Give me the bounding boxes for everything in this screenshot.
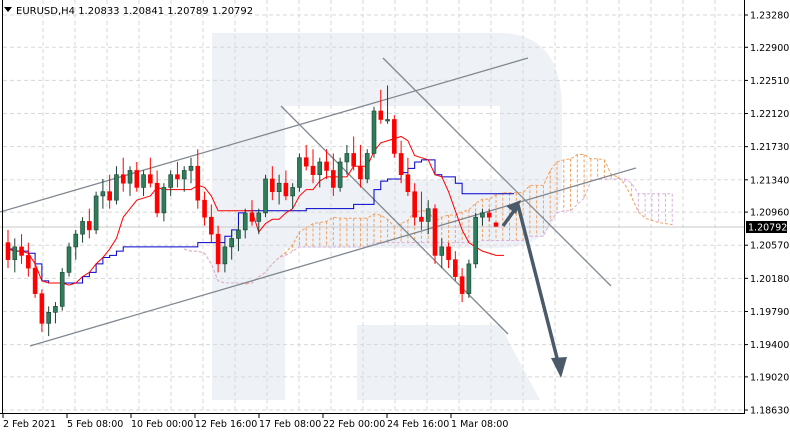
down-arrow-head — [551, 357, 567, 378]
time-tick-label: 24 Feb 16:00 — [387, 419, 449, 430]
price-tick-label: 1.22510 — [750, 76, 789, 87]
current-price-badge: 1.20792 — [746, 221, 787, 234]
price-tick-label: 1.20960 — [750, 208, 789, 219]
time-tick-label: 2 Feb 2021 — [3, 419, 56, 430]
grid-lines — [3, 0, 744, 413]
price-tick-label: 1.23280 — [750, 11, 789, 22]
price-tick-label: 1.19020 — [750, 372, 789, 383]
time-tick-label: 1 Mar 08:00 — [451, 419, 508, 430]
price-axis[interactable]: 1.23280 1.22900 1.22510 1.22120 1.21730 1.213… — [744, 11, 789, 417]
price-tick-label: 1.22120 — [750, 109, 789, 120]
trend-channels[interactable] — [0, 57, 637, 347]
svg-text:1.20792: 1.20792 — [748, 223, 787, 234]
price-tick-label: 1.21730 — [750, 142, 789, 153]
candlesticks — [5, 85, 499, 337]
chart-header[interactable]: EURUSD,H4 1.20833 1.20841 1.20789 1.2079… — [4, 6, 253, 17]
ascending-channel-lower — [29, 167, 637, 347]
time-tick-label: 10 Feb 00:00 — [131, 419, 193, 430]
down-arrow-shaft — [516, 204, 560, 363]
tenkan-sen-line — [7, 135, 504, 286]
descending-channel-upper — [382, 57, 612, 287]
symbol-ohlc-label: EURUSD,H4 1.20833 1.20841 1.20789 1.2079… — [16, 6, 253, 17]
triangle-down-icon[interactable] — [4, 7, 12, 12]
price-tick-label: 1.19790 — [750, 307, 789, 318]
price-tick-label: 1.22900 — [750, 43, 789, 54]
time-tick-label: 22 Feb 00:00 — [323, 419, 385, 430]
time-tick-label: 5 Feb 08:00 — [67, 419, 123, 430]
time-axis[interactable]: 2 Feb 2021 5 Feb 08:00 10 Feb 00:00 12 Feb … — [2, 413, 508, 430]
up-arrow-head — [506, 200, 521, 214]
forecast-arrows — [501, 200, 567, 378]
price-tick-label: 1.18630 — [750, 406, 789, 417]
price-tick-label: 1.21340 — [750, 175, 789, 186]
price-tick-label: 1.20180 — [750, 274, 789, 285]
descending-channel-lower — [280, 105, 509, 335]
price-tick-label: 1.20570 — [750, 241, 789, 252]
time-tick-label: 12 Feb 16:00 — [195, 419, 257, 430]
ascending-channel-upper — [0, 57, 529, 213]
price-tick-label: 1.19400 — [750, 340, 789, 351]
time-tick-label: 17 Feb 08:00 — [259, 419, 321, 430]
